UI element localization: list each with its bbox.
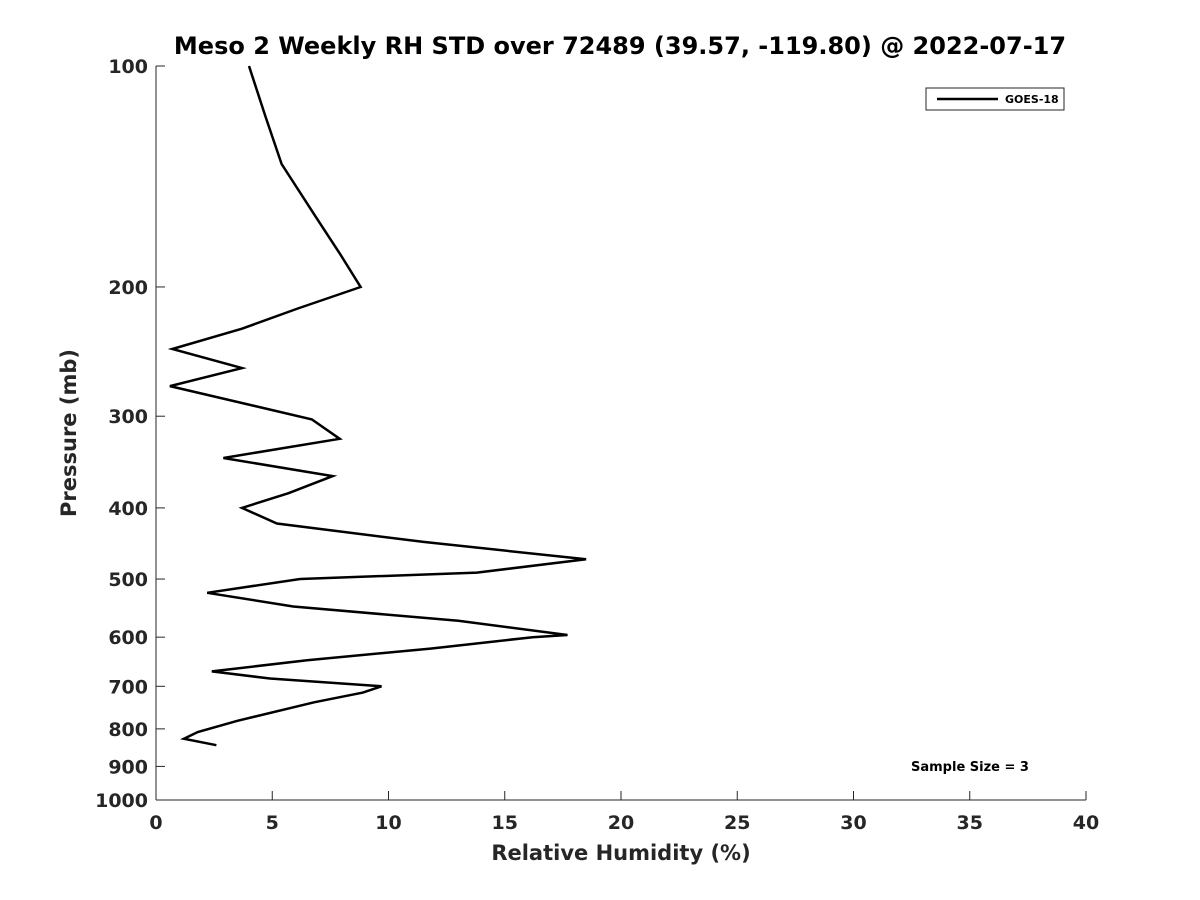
x-tick-label: 35: [957, 812, 983, 834]
sample-size-annotation: Sample Size = 3: [911, 760, 1029, 775]
x-axis-label: Relative Humidity (%): [491, 841, 750, 865]
x-tick-label: 10: [375, 812, 401, 834]
chart-title: Meso 2 Weekly RH STD over 72489 (39.57, …: [174, 32, 1066, 60]
legend-label-goes-18: GOES-18: [1005, 93, 1059, 106]
series-line-goes-18: [167, 65, 587, 747]
y-ticks: 100 200 300 400 500 600 700 800 900 1000: [95, 56, 165, 812]
series-layer: [167, 65, 587, 747]
y-tick-label: 700: [108, 676, 148, 698]
y-tick-label: 900: [108, 756, 148, 778]
x-tick-label: 30: [840, 812, 866, 834]
y-tick-label: 300: [108, 406, 148, 428]
y-tick-label: 800: [108, 719, 148, 741]
y-tick-label: 600: [108, 627, 148, 649]
x-tick-label: 0: [149, 812, 162, 834]
x-tick-label: 25: [724, 812, 750, 834]
x-ticks: 0 5 10 15 20 25 30 35 40: [149, 791, 1099, 834]
y-axis-label: Pressure (mb): [57, 349, 81, 517]
y-tick-label: 200: [108, 277, 148, 299]
x-tick-label: 15: [492, 812, 518, 834]
legend: GOES-18: [925, 87, 1065, 111]
x-tick-label: 20: [608, 812, 634, 834]
y-tick-label: 100: [108, 56, 148, 78]
y-tick-label: 500: [108, 569, 148, 591]
x-tick-label: 40: [1073, 812, 1099, 834]
x-tick-label: 5: [266, 812, 279, 834]
y-tick-label: 1000: [95, 790, 148, 812]
y-tick-label: 400: [108, 498, 148, 520]
